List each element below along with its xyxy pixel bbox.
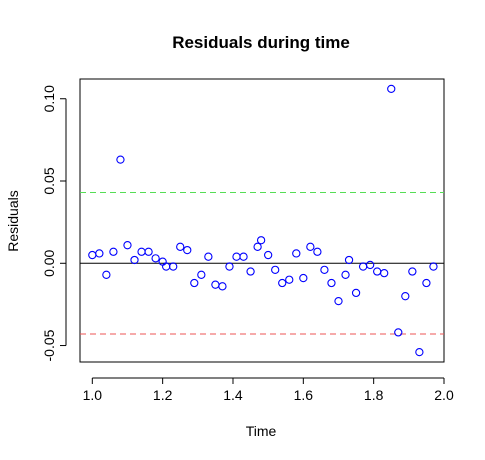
data-point [169,262,178,271]
data-point [123,241,132,250]
y-tick-label: 0.10 [41,85,57,112]
data-point [292,249,301,258]
data-point [271,265,280,275]
data-point [313,247,322,256]
data-point [358,262,368,271]
data-point [95,249,104,258]
data-point [401,292,410,301]
data-point [137,247,146,256]
x-axis-label: Time [246,423,277,439]
data-point [176,242,185,251]
data-point [334,296,343,306]
data-point [197,270,206,279]
data-point [130,255,139,265]
data-point [320,265,329,275]
data-point [204,252,213,261]
x-tick-label: 1.4 [223,387,243,403]
x-tick-label: 1.6 [294,387,314,403]
x-tick-label: 2.0 [434,387,454,403]
data-point [278,278,287,288]
plot-area: 1.0 1.2 1.4 1.6 1.8 2.0 -0.05 0.00 0.05 0.10 [41,78,454,403]
data-point [394,328,403,337]
data-point [218,282,227,291]
data-point [183,245,192,255]
data-point [327,278,336,288]
y-tick-label: -0.05 [41,329,57,361]
data-point [351,288,361,298]
data-point [299,273,308,283]
data-point [116,155,125,164]
plot-frame [79,78,445,363]
data-point [415,347,424,357]
data-point [162,262,171,271]
data-point [264,250,273,260]
data-point [306,242,315,251]
data-point [88,250,97,260]
data-point [151,254,160,263]
data-point [408,267,417,276]
data-point [211,280,220,289]
y-tick-label: 0.00 [41,249,57,276]
data-point [380,269,389,278]
data-point [225,262,234,271]
data-point [102,270,111,279]
data-point [387,84,396,94]
data-point [256,236,266,245]
x-tick-label: 1.2 [153,387,173,403]
y-axis-label: Residuals [5,190,21,251]
data-point [158,257,167,266]
data-point [285,275,294,284]
data-point [422,278,431,288]
data-point [144,247,153,256]
data-point [344,255,354,265]
data-point [253,242,262,251]
x-tick-label: 1.8 [364,387,384,403]
data-point [373,267,382,276]
data-point [246,267,255,276]
data-point [190,278,199,288]
x-tick-label: 1.0 [83,387,103,403]
data-point [429,262,438,271]
data-point [109,247,118,256]
y-tick-label: 0.05 [41,167,57,194]
data-point [232,252,241,261]
chart-title: Residuals during time [172,33,350,52]
data-point [341,270,350,279]
data-point [239,252,248,261]
data-point [365,260,375,270]
